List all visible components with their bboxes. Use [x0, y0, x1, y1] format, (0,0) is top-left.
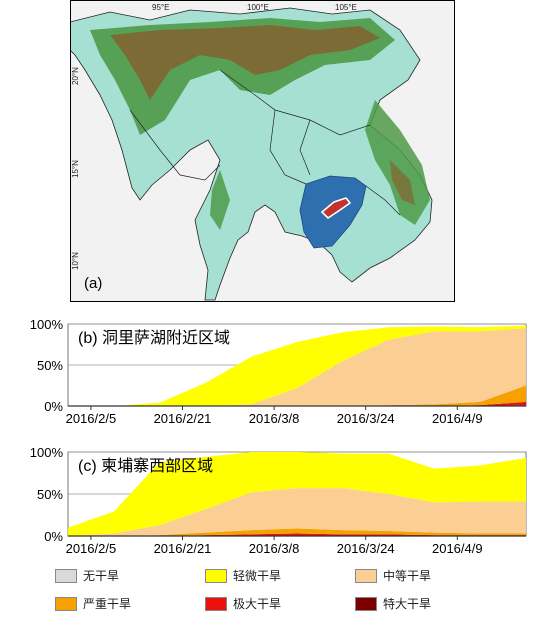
area-series [68, 533, 526, 536]
map-panel-label: (a) [84, 275, 102, 292]
legend-label: 特大干旱 [383, 597, 432, 611]
x-tick-label: 2016/2/21 [154, 411, 212, 426]
area-series [68, 325, 526, 406]
legend-swatch [205, 568, 227, 583]
lat-label: 20°N [71, 67, 80, 85]
x-tick-label: 2016/2/21 [154, 541, 212, 556]
legend-swatch [205, 596, 227, 611]
x-tick-label: 2016/3/24 [337, 541, 395, 556]
map-hills-west [210, 170, 230, 230]
area-series [68, 328, 526, 406]
x-tick-label: 2016/3/24 [337, 411, 395, 426]
legend-label: 无干旱 [83, 569, 120, 583]
legend-label: 极大干旱 [233, 597, 282, 611]
y-tick-label: 50% [37, 358, 63, 373]
map-borders [129, 69, 401, 216]
x-tick-label: 2016/4/9 [432, 411, 483, 426]
lat-label: 10°N [71, 252, 80, 270]
area-series [68, 488, 526, 536]
area-series [68, 452, 526, 536]
map-mountains-south [390, 160, 415, 205]
legend-swatch [355, 568, 377, 583]
area-series [68, 528, 526, 536]
x-tick-label: 2016/2/5 [66, 411, 117, 426]
y-tick-label: 100% [30, 445, 64, 460]
chart-title: (b) 洞里萨湖附近区域 [78, 329, 230, 347]
map-frame [70, 0, 455, 302]
legend-label: 严重干旱 [83, 597, 132, 611]
legend-swatch [355, 596, 377, 611]
x-tick-label: 2016/3/8 [249, 411, 300, 426]
legend-label: 轻微干旱 [233, 569, 282, 583]
y-tick-label: 0% [44, 399, 63, 414]
x-tick-label: 2016/2/5 [66, 541, 117, 556]
legend-label: 中等干旱 [383, 569, 432, 583]
x-tick-label: 2016/4/9 [432, 541, 483, 556]
map-mountains [110, 25, 380, 100]
chart-c: 0% 50% 100% 2016/2/5 2016/2/21 2016/3/8 2016/3… [0, 444, 536, 562]
map-lake [320, 197, 352, 220]
x-tick-label: 2016/3/8 [249, 541, 300, 556]
legend: 无干旱 轻微干旱 中等干旱 严重干旱 极大干旱 特大干旱 [55, 565, 475, 620]
legend-item: 极大干旱 [205, 595, 281, 612]
legend-swatch [55, 596, 77, 611]
lon-label: 95°E [152, 3, 169, 12]
chart-b: 0% 50% 100% 2016/2/5 2016/2/21 2016/3/8 2016/3… [0, 312, 536, 444]
legend-item: 严重干旱 [55, 595, 131, 612]
map-svg: 95°E 100°E 105°E 20°N 15°N 10°N (a) [69, 0, 455, 302]
legend-item: 无干旱 [55, 567, 119, 584]
area-series [68, 385, 526, 406]
legend-item: 特大干旱 [355, 595, 431, 612]
y-tick-label: 50% [37, 487, 63, 502]
map-hills-east [365, 100, 430, 225]
y-tick-label: 0% [44, 529, 63, 544]
legend-item: 轻微干旱 [205, 567, 281, 584]
lon-label: 105°E [335, 3, 357, 12]
chart-c-svg: 0% 50% 100% 2016/2/5 2016/2/21 2016/3/8 2016/3… [30, 445, 527, 556]
map-graticule: 95°E 100°E 105°E 20°N 15°N 10°N [71, 3, 357, 270]
y-tick-label: 100% [30, 317, 64, 332]
legend-swatch [55, 568, 77, 583]
chart-b-svg: 0% 50% 100% 2016/2/5 2016/2/21 2016/3/8 2016/3… [30, 317, 527, 426]
chart-title: (c) 柬埔寨西部区域 [78, 457, 213, 475]
lon-label: 100°E [247, 3, 269, 12]
terrain-map: 95°E 100°E 105°E 20°N 15°N 10°N (a) [69, 0, 455, 302]
legend-item: 中等干旱 [355, 567, 431, 584]
lat-label: 15°N [71, 160, 80, 178]
